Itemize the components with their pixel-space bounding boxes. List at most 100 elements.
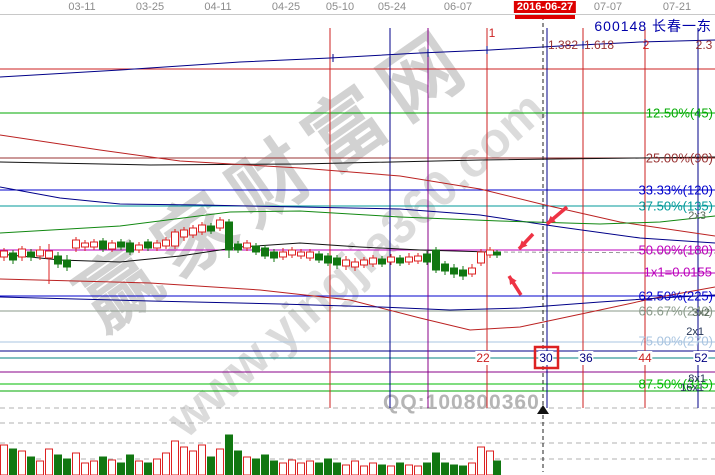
volume-bar bbox=[351, 460, 359, 475]
candle-body bbox=[153, 242, 161, 249]
candle-body bbox=[126, 242, 134, 253]
volume-bar bbox=[90, 460, 98, 475]
volume-bar bbox=[378, 464, 386, 475]
candle-body bbox=[315, 253, 323, 261]
volume-bar bbox=[45, 448, 53, 475]
volume-bar bbox=[135, 460, 143, 475]
volume-bar bbox=[126, 454, 134, 475]
candle-body bbox=[198, 224, 206, 233]
volume-bar bbox=[72, 452, 80, 475]
volume-bar bbox=[252, 458, 260, 475]
candle-body bbox=[486, 249, 494, 256]
candle-body bbox=[405, 256, 413, 263]
candle-body bbox=[493, 251, 501, 256]
candle-body bbox=[450, 267, 458, 275]
current-date-marker bbox=[537, 405, 549, 414]
volume-bar bbox=[405, 464, 413, 475]
date-tick-label: 03-25 bbox=[135, 1, 165, 13]
date-tick-label: 07-07 bbox=[593, 1, 623, 13]
volume-bar bbox=[243, 456, 251, 475]
candle-body bbox=[387, 256, 395, 263]
candle-body bbox=[324, 255, 332, 264]
candle-body bbox=[189, 227, 197, 236]
volume-bar bbox=[387, 465, 395, 475]
volume-bar bbox=[171, 440, 179, 475]
candle-body bbox=[81, 242, 89, 248]
candle-body bbox=[441, 263, 449, 272]
volume-bar bbox=[54, 454, 62, 475]
volume-bar bbox=[333, 462, 341, 475]
volume-bar bbox=[369, 462, 377, 475]
volume-bar bbox=[207, 456, 215, 475]
candle-body bbox=[369, 257, 377, 265]
candle-body bbox=[45, 250, 53, 259]
candle-body bbox=[99, 240, 107, 250]
volume-bar bbox=[324, 458, 332, 475]
current-date-underline bbox=[515, 15, 575, 19]
date-tick-label: 05-24 bbox=[377, 1, 407, 13]
volume-bar bbox=[450, 464, 458, 475]
volume-bar bbox=[9, 448, 17, 475]
volume-bar bbox=[396, 462, 404, 475]
annotation-arrowhead bbox=[519, 240, 528, 249]
curve-ma-red bbox=[0, 134, 715, 237]
volume-bar bbox=[153, 458, 161, 475]
candle-body bbox=[117, 241, 125, 248]
volume-bar bbox=[99, 456, 107, 475]
candle-body bbox=[180, 229, 188, 238]
volume-bar bbox=[27, 456, 35, 475]
volume-bar bbox=[108, 459, 116, 475]
volume-bar bbox=[225, 434, 233, 475]
volume-bar bbox=[477, 446, 485, 475]
candle-body bbox=[108, 242, 116, 250]
highlight-box-30 bbox=[533, 345, 560, 370]
date-tick-label: 05-10 bbox=[325, 1, 355, 13]
candle-body bbox=[63, 259, 71, 268]
curve-band-navy-lower bbox=[0, 294, 715, 311]
candle-body bbox=[90, 241, 98, 248]
candle-body bbox=[333, 257, 341, 266]
volume-bar bbox=[270, 460, 278, 475]
date-tick-label: 07-21 bbox=[662, 1, 692, 13]
volume-bar bbox=[36, 460, 44, 475]
candle-body bbox=[72, 239, 80, 249]
volume-bar bbox=[0, 444, 8, 475]
candle-body bbox=[360, 259, 368, 266]
candle-body bbox=[234, 243, 242, 251]
volume-bar bbox=[189, 450, 197, 475]
candle-body bbox=[207, 225, 215, 232]
volume-bar bbox=[459, 465, 467, 475]
date-tick-label: 03-11 bbox=[68, 1, 96, 13]
candle-body bbox=[36, 249, 44, 257]
candle-body bbox=[162, 239, 170, 247]
candle-body bbox=[9, 252, 17, 261]
date-tick-label: 06-07 bbox=[443, 1, 473, 13]
current-date-label: 2016-06-27 bbox=[513, 1, 577, 13]
volume-bar bbox=[423, 462, 431, 475]
annotation-arrowhead bbox=[547, 215, 556, 224]
volume-bar bbox=[342, 464, 350, 475]
candle-body bbox=[342, 259, 350, 267]
volume-bar bbox=[117, 462, 125, 475]
volume-bar bbox=[493, 460, 501, 475]
volume-bar bbox=[432, 452, 440, 475]
volume-bar bbox=[162, 452, 170, 475]
candle-body bbox=[18, 248, 26, 258]
candle-body bbox=[279, 251, 287, 258]
candle-body bbox=[243, 242, 251, 249]
candle-body bbox=[216, 219, 224, 229]
date-tick-label: 04-11 bbox=[204, 1, 232, 13]
volume-bar bbox=[81, 462, 89, 475]
date-axis: 03-11 03-25 04-11 04-25 05-10 05-24 06-07 2016-… bbox=[0, 0, 715, 15]
volume-bar bbox=[144, 462, 152, 475]
candle-body bbox=[225, 221, 233, 251]
candle-body bbox=[270, 251, 278, 259]
candle-body bbox=[306, 251, 314, 259]
volume-bar bbox=[315, 462, 323, 475]
candle-body bbox=[396, 257, 404, 264]
volume-bar bbox=[360, 465, 368, 475]
curve-band-green bbox=[0, 210, 715, 234]
candle-body bbox=[27, 251, 35, 258]
